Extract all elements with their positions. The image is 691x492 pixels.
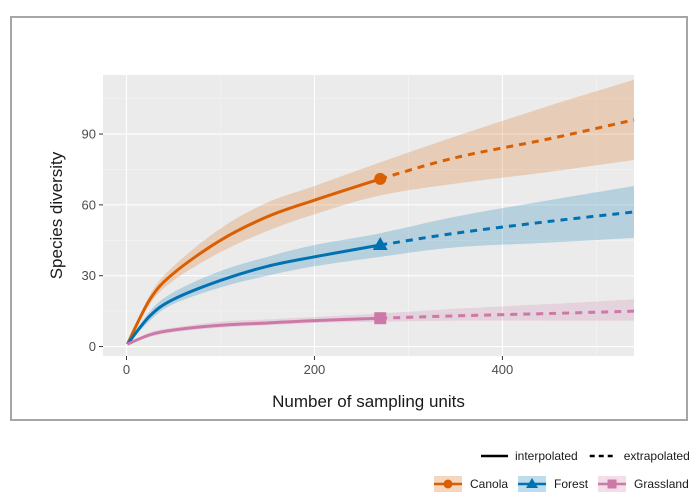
y-axis-ticks: 0 30 60 90	[82, 127, 103, 354]
line-interpolated-canola	[126, 177, 381, 345]
y-tick-label: 60	[82, 197, 96, 212]
legend-label-extrapolated: extrapolated	[624, 449, 690, 463]
y-tick-label: 30	[82, 268, 96, 283]
marker-canola	[374, 172, 387, 185]
legend-label-grassland: Grassland	[634, 477, 689, 491]
x-tick-label: 0	[123, 362, 130, 377]
grid-major	[103, 75, 634, 356]
marker-forest	[372, 237, 388, 251]
observed-markers	[372, 172, 388, 325]
x-axis-ticks: 0 200 400	[123, 356, 513, 377]
y-tick-label: 90	[82, 127, 96, 142]
line-interpolated-forest	[126, 243, 381, 346]
grid-minor	[103, 75, 634, 356]
band-forest	[127, 185, 634, 345]
marker-grassland	[374, 312, 387, 325]
x-tick-label: 400	[492, 362, 514, 377]
legend-series: Canola Forest Grassland	[434, 476, 689, 492]
legend-marker-grassland	[607, 479, 617, 489]
series-lines	[126, 118, 635, 346]
y-axis-title: Species diversity	[47, 151, 66, 279]
x-tick-label: 200	[304, 362, 326, 377]
legend-label-forest: Forest	[554, 477, 589, 491]
legend-label-canola: Canola	[470, 477, 508, 491]
line-interpolated-grassland	[126, 316, 381, 346]
legend-marker-forest	[526, 478, 539, 488]
legend-marker-canola	[443, 479, 453, 489]
line-extrapolated-canola	[379, 118, 635, 181]
y-tick-label: 0	[89, 339, 96, 354]
plot-panel	[103, 75, 634, 356]
band-grassland	[127, 299, 634, 345]
x-axis-title: Number of sampling units	[272, 392, 465, 411]
legend-method: interpolated extrapolated	[481, 449, 690, 463]
legend-label-interpolated: interpolated	[515, 449, 578, 463]
